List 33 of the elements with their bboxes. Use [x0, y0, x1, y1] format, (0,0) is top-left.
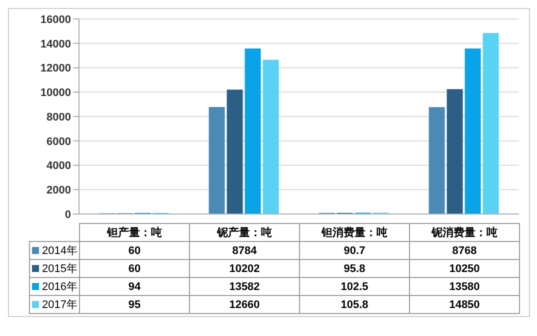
data-label: 60: [80, 260, 190, 278]
data-label: 8784: [190, 242, 300, 260]
x-tick-label: 钽消费量：吨: [300, 224, 410, 242]
data-label: 95.8: [300, 260, 410, 278]
data-label: 8768: [410, 242, 520, 260]
data-label: 90.7: [300, 242, 410, 260]
x-tick-label: 钽产量：吨: [80, 224, 190, 242]
y-tick-label: 8000: [46, 111, 71, 124]
legend-label: 2015年: [30, 260, 80, 278]
y-tick-label: 4000: [46, 160, 71, 172]
x-tick-label: 铌产量：吨: [190, 224, 300, 242]
data-label: 94: [80, 278, 190, 296]
data-label: 102.5: [300, 278, 410, 296]
data-label: 13582: [190, 278, 300, 296]
data-label: 95: [80, 296, 190, 314]
x-tick-label: 铌消费量：吨: [410, 224, 520, 242]
data-label: 14850: [410, 296, 520, 314]
data-label: 10250: [410, 260, 520, 278]
y-tick-label: 6000: [46, 136, 71, 148]
y-tick-label: 10000: [40, 87, 71, 100]
data-label: 10202: [190, 260, 300, 278]
legend-label: 2016年: [30, 278, 80, 296]
y-tick-label: 16000: [40, 14, 71, 26]
data-label: 13580: [410, 278, 520, 296]
y-tick-label: 2000: [46, 184, 71, 197]
data-label: 105.8: [300, 296, 410, 314]
legend-label: 2017年: [30, 296, 80, 314]
data-label: 12660: [190, 296, 300, 314]
legend-label: 2014年: [30, 242, 80, 260]
y-tick-label: 0: [64, 208, 71, 221]
data-label: 60: [80, 242, 190, 260]
y-tick-label: 14000: [40, 38, 71, 50]
y-tick-label: 12000: [40, 62, 71, 75]
